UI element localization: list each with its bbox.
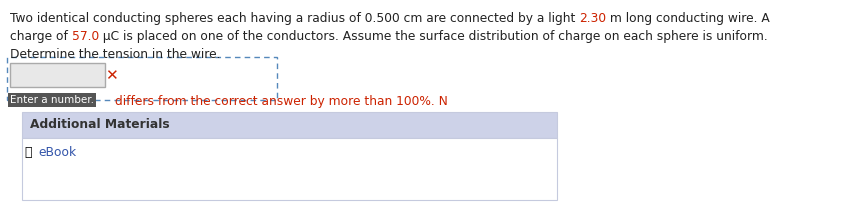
Text: ✕: ✕ (105, 68, 118, 83)
Text: 57.0: 57.0 (72, 30, 99, 43)
Text: Determine the tension in the wire.: Determine the tension in the wire. (10, 48, 221, 61)
Text: Enter a number.: Enter a number. (10, 95, 94, 105)
Text: 2.30: 2.30 (579, 12, 606, 25)
Text: Two identical conducting spheres each having a radius of 0.500 cm are connected : Two identical conducting spheres each ha… (10, 12, 579, 25)
Text: charge of: charge of (10, 30, 72, 43)
Bar (22, 112, 557, 138)
Bar (7, 57, 277, 100)
Text: Additional Materials: Additional Materials (30, 119, 169, 132)
Bar (22, 138, 557, 200)
Bar (10, 63, 105, 87)
Text: μC is placed on one of the conductors. Assume the surface distribution of charge: μC is placed on one of the conductors. A… (99, 30, 768, 43)
Text: m long conducting wire. A: m long conducting wire. A (606, 12, 771, 25)
Text: eBook: eBook (38, 145, 76, 159)
Text: 📖: 📖 (24, 145, 32, 159)
Text: differs from the correct answer by more than 100%. N: differs from the correct answer by more … (115, 95, 448, 108)
